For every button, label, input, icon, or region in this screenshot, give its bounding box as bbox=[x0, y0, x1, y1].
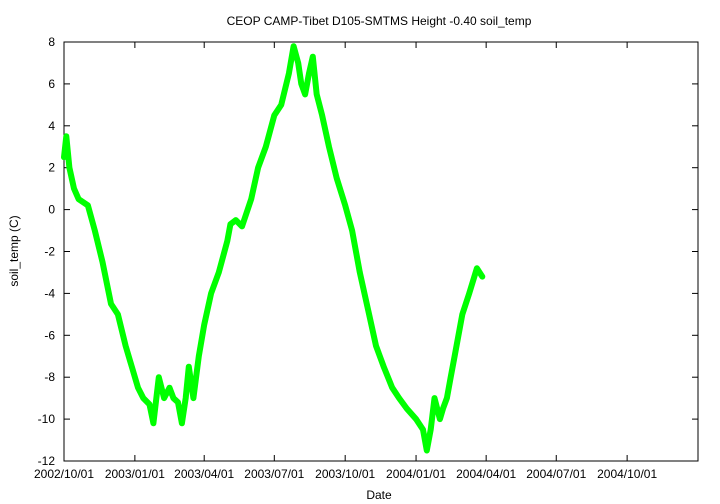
x-tick-label: 2004/10/01 bbox=[597, 467, 657, 481]
chart-title: CEOP CAMP-Tibet D105-SMTMS Height -0.40 … bbox=[227, 14, 532, 28]
series-line bbox=[61, 43, 486, 454]
y-tick-label: -10 bbox=[38, 412, 56, 426]
x-tick-label: 2004/07/01 bbox=[526, 467, 586, 481]
x-axis-label: Date bbox=[366, 488, 392, 502]
x-tick-label: 2002/10/01 bbox=[34, 467, 94, 481]
y-tick-label: 6 bbox=[48, 77, 55, 91]
y-tick-label: -12 bbox=[38, 454, 56, 468]
x-tick-label: 2004/04/01 bbox=[456, 467, 516, 481]
x-axis: 2002/10/01 2003/01/01 2003/04/01 2003/07/01… bbox=[34, 42, 657, 481]
series-layer bbox=[61, 43, 486, 454]
x-tick-label: 2003/07/01 bbox=[244, 467, 304, 481]
y-tick-label: 4 bbox=[48, 119, 55, 133]
x-tick-label: 2003/04/01 bbox=[174, 467, 234, 481]
y-tick-label: 2 bbox=[48, 161, 55, 175]
y-tick-label: -2 bbox=[44, 245, 55, 259]
y-tick-label: 8 bbox=[48, 35, 55, 49]
x-tick-label: 2004/01/01 bbox=[386, 467, 446, 481]
x-tick-label: 2003/01/01 bbox=[105, 467, 165, 481]
y-tick-label: -4 bbox=[44, 286, 55, 300]
y-axis-label: soil_temp (C) bbox=[7, 215, 21, 286]
y-tick-label: -8 bbox=[44, 370, 55, 384]
y-tick-label: -6 bbox=[44, 328, 55, 342]
y-tick-label: 0 bbox=[48, 203, 55, 217]
x-tick-label: 2003/10/01 bbox=[315, 467, 375, 481]
y-axis: -12 -10 -8 -6 -4 -2 0 2 4 6 8 bbox=[38, 35, 698, 468]
